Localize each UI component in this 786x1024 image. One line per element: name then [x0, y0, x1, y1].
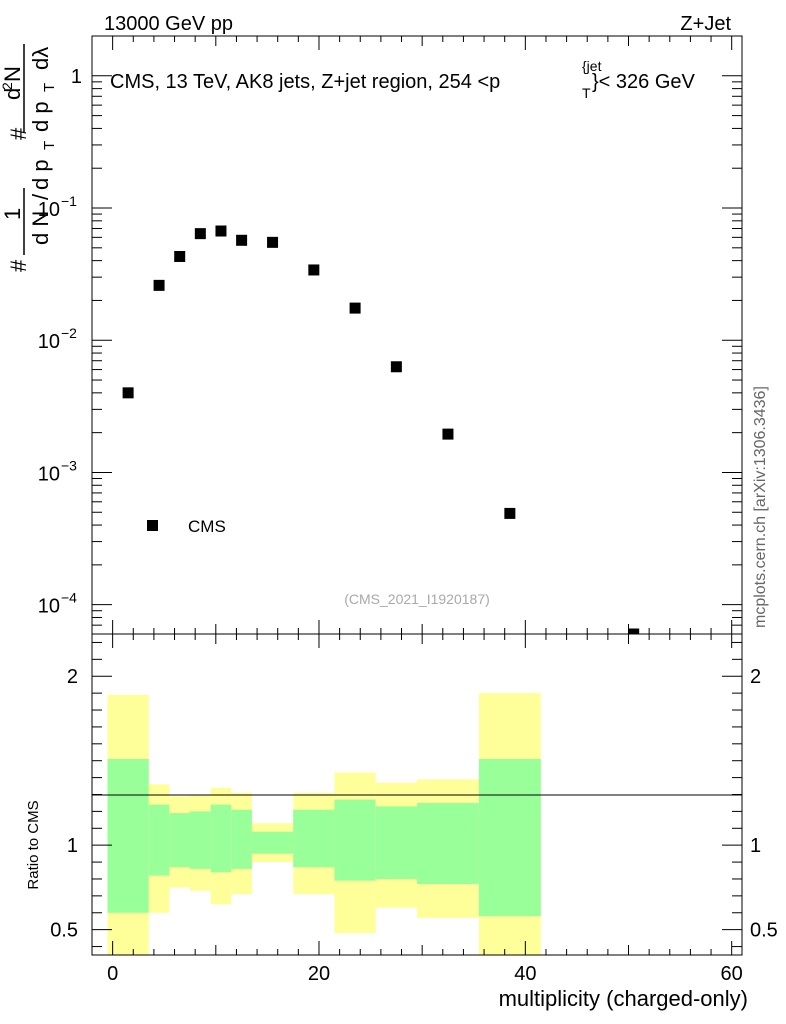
data-point: [215, 225, 227, 237]
legend-marker: [147, 520, 158, 531]
ratio-ytick-label-left: 0.5: [50, 920, 78, 942]
data-point: [194, 228, 206, 240]
ratio-ytick-label-right: 2: [750, 666, 761, 688]
data-point: [153, 279, 165, 291]
data-point: [504, 507, 516, 519]
data-point: [174, 250, 186, 262]
ratio-y-label: Ratio to CMS: [25, 800, 42, 889]
legend-label: CMS: [188, 517, 226, 536]
title-main: CMS, 13 TeV, AK8 jets, Z+jet region, 254…: [110, 71, 500, 93]
xtick-label: 40: [514, 963, 536, 985]
ylabel-hash: #: [6, 259, 31, 272]
ratio-ytick-label-left: 1: [67, 835, 78, 857]
main-ytick-label: 10: [38, 199, 60, 221]
main-ytick-label: 1: [71, 66, 82, 88]
green-band-3: [190, 811, 211, 869]
green-band-9: [375, 806, 417, 879]
ratio-bands: [107, 693, 541, 955]
main-ytick-exponent: −4: [61, 590, 77, 606]
data-point: [236, 234, 248, 246]
main-ytick-label: 10: [38, 463, 60, 485]
ylabel-lambda: dλ: [28, 47, 53, 70]
green-band-1: [148, 804, 170, 876]
main-ytick-exponent: −3: [61, 457, 77, 473]
main-ytick-label: 10: [38, 331, 60, 353]
xtick-labels: 0 20 40 60: [107, 963, 743, 985]
main-ytick-exponent: −1: [61, 193, 77, 209]
ratio-ytick-label-right: 0.5: [750, 920, 778, 942]
ratio-ytick-label-right: 1: [750, 835, 761, 857]
green-band-2: [169, 813, 191, 868]
ylabel-slash: /: [28, 193, 53, 200]
green-band-11: [478, 759, 541, 917]
data-point: [390, 361, 402, 373]
green-band-10: [417, 802, 479, 885]
green-band-5: [231, 809, 252, 869]
ylabel-one: 1: [0, 208, 25, 220]
main-ytick-label: 10: [38, 596, 60, 618]
cms-data-markers: [122, 225, 640, 634]
data-point: [349, 302, 361, 314]
ylabel-den-right: d p: [28, 159, 53, 190]
data-point: [308, 264, 320, 276]
header-right: Z+Jet: [680, 13, 731, 35]
main-panel-frame: [91, 35, 743, 635]
data-point: [442, 428, 454, 440]
ylabel-num-T: T: [41, 83, 58, 92]
green-band-7: [293, 809, 335, 868]
ylabel-num-sup: 2: [0, 82, 15, 90]
side-label: mcplots.cern.ch [arXiv:1306.3436]: [752, 386, 769, 628]
plot-title: CMS, 13 TeV, AK8 jets, Z+jet region, 254…: [110, 58, 696, 101]
green-band-6: [251, 831, 294, 854]
header-left: 13000 GeV pp: [104, 13, 233, 35]
ratio-ytick-label-left: 2: [67, 666, 78, 688]
ylabel-den-left: d N: [28, 211, 53, 245]
green-band-0: [107, 759, 149, 913]
data-point: [267, 236, 279, 248]
data-point: [628, 628, 640, 634]
green-band-8: [334, 799, 376, 881]
main-ytick-exponent: −2: [61, 325, 77, 341]
ylabel-num-bottom: d p: [28, 101, 53, 132]
main-y-label: # 1 d N / d p T # d 2 N d p T dλ: [0, 44, 58, 272]
x-axis-label: multiplicity (charged-only): [499, 986, 748, 1011]
ylabel-num-top: d: [0, 88, 25, 100]
ylabel-den-T: T: [41, 141, 58, 150]
main-axis-ticks: [92, 35, 742, 635]
xtick-label: 20: [308, 963, 330, 985]
main-ytick-labels: 10 −410 −310 −210 −11: [38, 66, 82, 618]
title-end: }< 326 GeV: [592, 71, 696, 93]
title-sup: {jet: [582, 58, 602, 74]
ylabel-num-N: N: [0, 66, 25, 82]
green-band-4: [210, 804, 232, 873]
title-sub: T: [582, 85, 591, 101]
data-point: [122, 387, 134, 399]
watermark: (CMS_2021_I1920187): [344, 591, 490, 607]
xtick-label: 0: [107, 963, 118, 985]
ratio-ytick-labels: 0.5 0.5 1 1 2 2: [50, 666, 778, 941]
ratio-axis-ticks: [92, 634, 742, 955]
xtick-label: 60: [721, 963, 743, 985]
